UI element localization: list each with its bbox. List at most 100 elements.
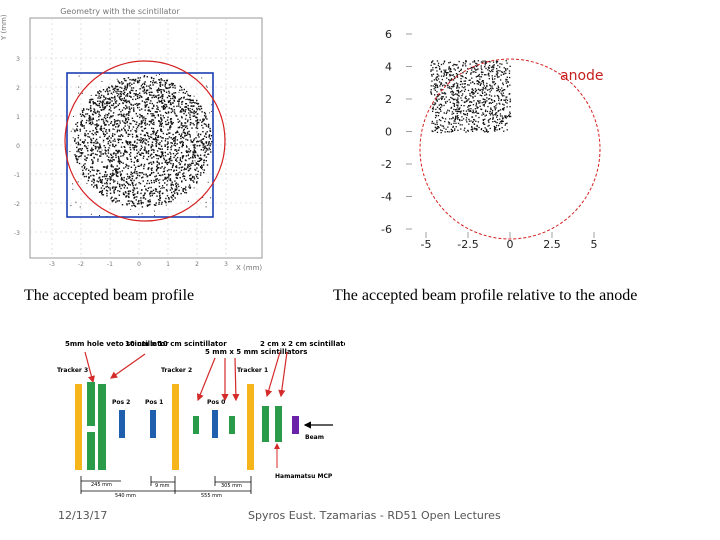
scatter-point <box>143 165 145 167</box>
scatter-point <box>435 83 437 85</box>
scatter-point <box>110 164 113 166</box>
scatter-point <box>190 139 192 141</box>
scatter-point <box>88 118 91 121</box>
scatter-point <box>133 107 135 109</box>
scatter-point <box>184 135 186 137</box>
scatter-point <box>125 163 127 166</box>
scatter-point <box>177 126 180 129</box>
scatter-point <box>496 87 498 89</box>
scatter-point <box>460 112 462 114</box>
scatter-point <box>185 150 188 152</box>
scatter-point <box>133 164 135 166</box>
scatter-point <box>143 82 145 84</box>
scatter-point <box>138 200 140 202</box>
scatter-point <box>199 119 201 121</box>
scatter-point <box>93 169 95 172</box>
scatter-point <box>108 112 110 115</box>
scatter-point <box>159 148 161 150</box>
scatter-point <box>81 119 83 122</box>
left-y-tick: -3 <box>14 230 20 237</box>
scatter-point <box>493 64 495 66</box>
scatter-point <box>117 119 119 122</box>
scatter-point <box>481 80 483 83</box>
scatter-point <box>461 89 463 92</box>
scatter-point <box>449 61 451 63</box>
scatter-point <box>181 103 183 105</box>
scatter-point <box>146 132 149 134</box>
scatter-point <box>439 103 442 105</box>
scatter-point <box>467 130 469 132</box>
scatter-point <box>129 133 131 136</box>
scatter-point <box>204 113 207 115</box>
scatter-point <box>156 178 158 180</box>
scatter-point <box>474 88 477 90</box>
scatter-point <box>187 165 189 167</box>
scatter-point <box>125 104 127 107</box>
scatter-point <box>164 145 166 147</box>
scatter-point <box>144 138 146 140</box>
scatter-point <box>438 98 440 100</box>
scatter-point <box>443 74 445 76</box>
scatter-point <box>460 91 462 93</box>
scatter-point <box>172 152 175 155</box>
scatter-point <box>480 71 483 73</box>
scatter-point <box>132 202 134 204</box>
scatter-point <box>123 176 125 179</box>
scatter-point <box>103 96 105 98</box>
scatter-point <box>98 111 100 113</box>
scatter-point <box>186 90 188 93</box>
scatter-point <box>152 80 154 82</box>
scatter-point <box>476 83 478 85</box>
scatter-point <box>113 152 115 155</box>
scatter-point <box>127 114 130 116</box>
scatter-point <box>135 98 137 100</box>
scatter-point <box>151 96 153 99</box>
scatter-point <box>120 134 122 136</box>
scatter-point <box>109 101 111 103</box>
scatter-point <box>444 120 446 123</box>
scatter-point <box>439 68 441 70</box>
scatter-point <box>163 158 166 161</box>
scatter-point <box>76 129 79 132</box>
scatter-point <box>484 115 486 117</box>
scatter-point <box>115 105 118 108</box>
scatter-point <box>460 80 462 83</box>
dim-245: 245 mm <box>91 482 112 488</box>
scatter-point <box>98 104 100 107</box>
scatter-point <box>135 93 137 95</box>
scatter-point <box>116 131 118 133</box>
scatter-point <box>119 92 122 95</box>
scatter-point <box>455 115 457 117</box>
scatter-point <box>198 105 200 108</box>
scatter-point <box>104 106 107 108</box>
scatter-point <box>189 114 191 116</box>
scatter-point <box>147 199 149 202</box>
scatter-point <box>189 110 191 112</box>
scatter-point <box>505 82 508 84</box>
scatter-point <box>208 135 210 137</box>
scatter-point <box>128 101 131 104</box>
scatter-point <box>136 196 138 198</box>
scatter-point <box>159 197 162 199</box>
scatter-point <box>130 104 133 106</box>
left-y-tick: 2 <box>16 85 20 92</box>
scatter-point <box>465 119 467 121</box>
scatter-point <box>453 104 455 106</box>
scatter-point <box>105 189 108 192</box>
scatter-point <box>179 177 181 179</box>
scatter-point <box>496 90 498 92</box>
scatter-point <box>455 116 457 118</box>
scatter-point <box>134 80 136 82</box>
scatter-point <box>434 103 437 105</box>
scatter-point <box>130 87 133 89</box>
scatter-point <box>441 116 443 119</box>
scatter-point <box>443 61 445 63</box>
scatter-point <box>199 154 202 156</box>
scatter-point <box>451 74 453 76</box>
footer-date: 12/13/17 <box>58 509 108 522</box>
scatter-point <box>117 138 119 140</box>
scatter-point <box>506 86 509 88</box>
scatter-point <box>138 202 140 205</box>
scatter-point <box>157 199 160 201</box>
scatter-point <box>111 157 113 159</box>
